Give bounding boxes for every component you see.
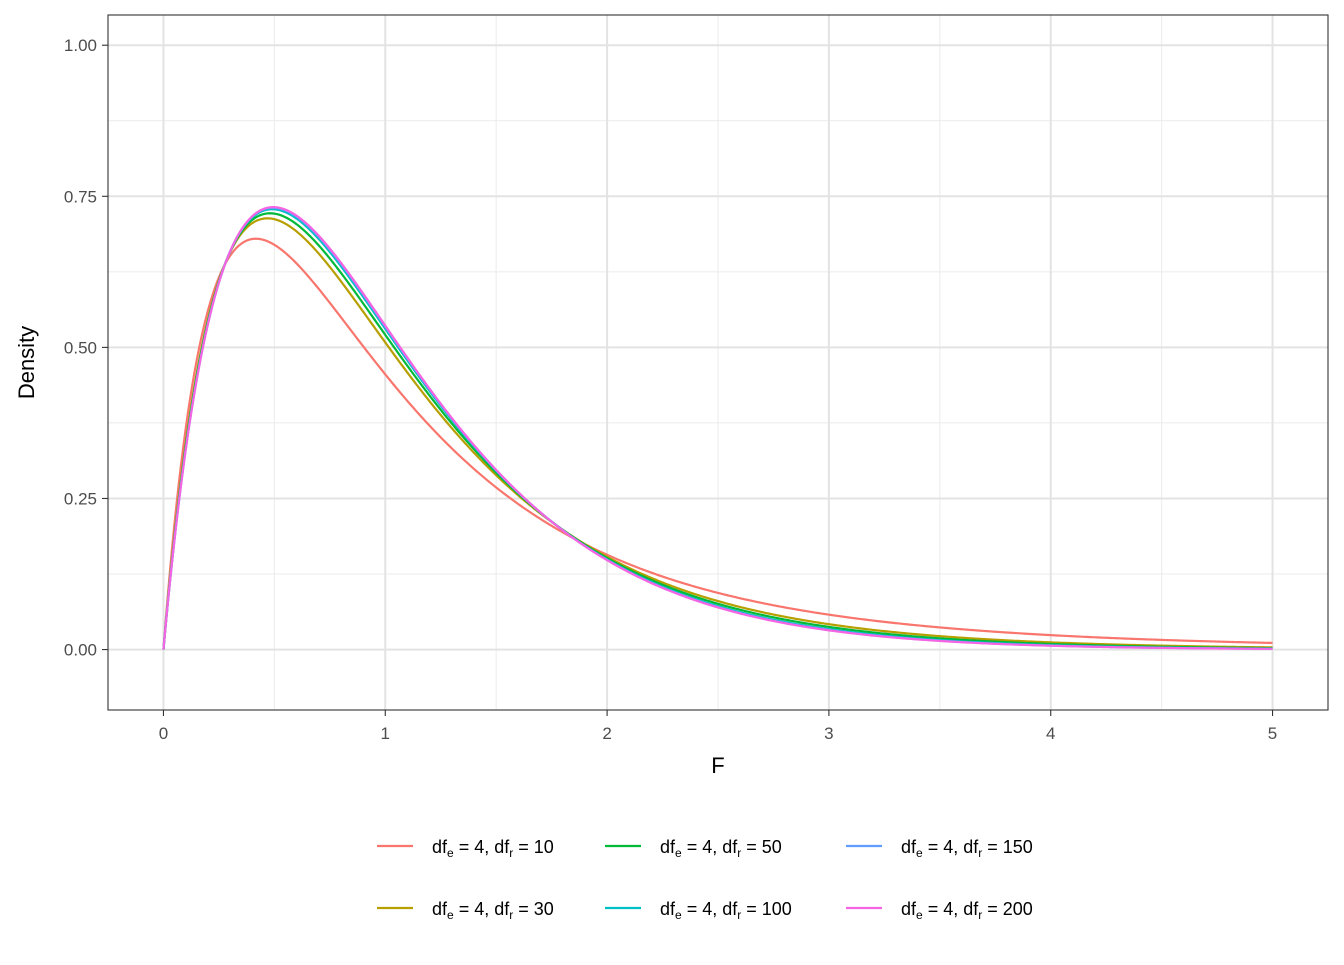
- legend-label: dfe = 4, dfr = 50: [660, 837, 782, 860]
- y-tick-label: 0.75: [64, 187, 97, 206]
- legend-item-3: dfe = 4, dfr = 50: [605, 837, 782, 860]
- y-tick-label: 0.25: [64, 489, 97, 508]
- legend-label: dfe = 4, dfr = 10: [432, 837, 554, 860]
- x-tick-label: 3: [824, 724, 833, 743]
- legend-label: dfe = 4, dfr = 150: [901, 837, 1033, 860]
- legend-label: dfe = 4, dfr = 30: [432, 899, 554, 922]
- x-tick-label: 1: [381, 724, 390, 743]
- x-tick-label: 5: [1268, 724, 1277, 743]
- series-line-2: [162, 217, 1273, 650]
- series-line-6: [162, 206, 1273, 650]
- x-tick-label: 4: [1046, 724, 1055, 743]
- grid: [108, 15, 1328, 710]
- x-axis-title: F: [711, 753, 724, 778]
- legend: dfe = 4, dfr = 10 dfe = 4, dfr = 30 dfe = …: [377, 837, 1033, 922]
- legend-item-4: dfe = 4, dfr = 100: [605, 899, 792, 922]
- legend-item-6: dfe = 4, dfr = 200: [846, 899, 1033, 922]
- y-tick-label: 0.00: [64, 641, 97, 660]
- axes: 0 1 2 3 4 5 0.00 0.25 0.50 0.75 1.00: [64, 36, 1277, 743]
- y-axis-title: Density: [14, 326, 39, 399]
- legend-item-2: dfe = 4, dfr = 30: [377, 899, 554, 922]
- legend-label: dfe = 4, dfr = 100: [660, 899, 792, 922]
- y-tick-label: 1.00: [64, 36, 97, 55]
- y-tick-label: 0.50: [64, 338, 97, 357]
- x-tick-label: 2: [602, 724, 611, 743]
- legend-item-5: dfe = 4, dfr = 150: [846, 837, 1033, 860]
- series-line-1: [162, 237, 1273, 650]
- x-tick-label: 0: [159, 724, 168, 743]
- plot-panel-border: [107, 14, 1329, 711]
- series-lines: [162, 206, 1273, 650]
- legend-label: dfe = 4, dfr = 200: [901, 899, 1033, 922]
- legend-item-1: dfe = 4, dfr = 10: [377, 837, 554, 860]
